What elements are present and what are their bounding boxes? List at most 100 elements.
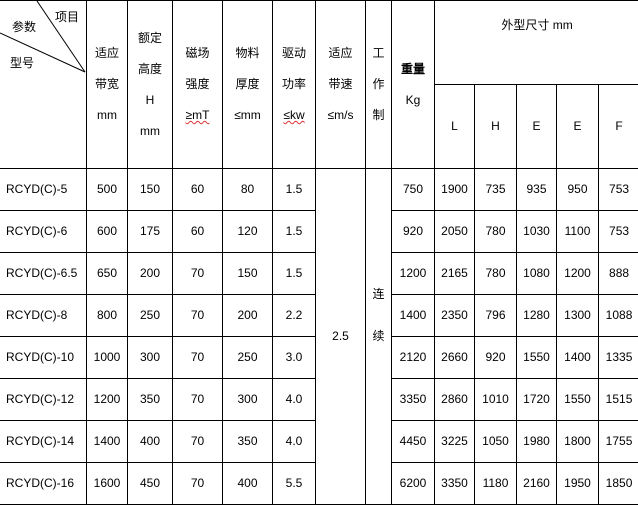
dim-header-4: F bbox=[599, 85, 638, 169]
power-cell: 5.5 bbox=[273, 463, 316, 505]
model-cell: RCYD(C)-16 bbox=[0, 463, 87, 505]
field-cell: 70 bbox=[173, 253, 223, 295]
width-cell: 500 bbox=[87, 169, 128, 211]
duty-header: 工作制 bbox=[366, 1, 392, 169]
weight-cell: 1200 bbox=[392, 253, 435, 295]
weight-cell: 1400 bbox=[392, 295, 435, 337]
weight-cell: 920 bbox=[392, 211, 435, 253]
power-header: 驱动功率≤kw bbox=[273, 1, 316, 169]
power-cell: 2.2 bbox=[273, 295, 316, 337]
dim-cell: 3225 bbox=[435, 421, 475, 463]
power-cell: 3.0 bbox=[273, 337, 316, 379]
height-cell: 175 bbox=[128, 211, 173, 253]
dim-cell: 935 bbox=[517, 169, 557, 211]
dim-cell: 735 bbox=[475, 169, 517, 211]
dim-cell: 1080 bbox=[517, 253, 557, 295]
width-cell: 1200 bbox=[87, 379, 128, 421]
width-cell: 1000 bbox=[87, 337, 128, 379]
item-label: 项目 bbox=[55, 10, 79, 24]
power-cell: 1.5 bbox=[273, 169, 316, 211]
dim-header-0: L bbox=[435, 85, 475, 169]
dim-cell: 1980 bbox=[517, 421, 557, 463]
field-cell: 60 bbox=[173, 211, 223, 253]
power-cell: 4.0 bbox=[273, 421, 316, 463]
corner-header-cell: 项目 参数 型号 bbox=[0, 1, 87, 169]
dim-cell: 1180 bbox=[475, 463, 517, 505]
height-cell: 200 bbox=[128, 253, 173, 295]
height-cell: 450 bbox=[128, 463, 173, 505]
thickness-cell: 150 bbox=[223, 253, 273, 295]
duty-char: 连 bbox=[366, 273, 391, 315]
dim-cell: 1400 bbox=[557, 337, 599, 379]
width-cell: 800 bbox=[87, 295, 128, 337]
dim-cell: 1088 bbox=[599, 295, 638, 337]
field-cell: 70 bbox=[173, 337, 223, 379]
width-cell: 1600 bbox=[87, 463, 128, 505]
dim-cell: 920 bbox=[475, 337, 517, 379]
dim-cell: 1900 bbox=[435, 169, 475, 211]
dim-cell: 888 bbox=[599, 253, 638, 295]
power-cell: 4.0 bbox=[273, 379, 316, 421]
weight-cell: 2120 bbox=[392, 337, 435, 379]
dim-cell: 950 bbox=[557, 169, 599, 211]
dim-cell: 796 bbox=[475, 295, 517, 337]
field-header: 磁场强度≥mT bbox=[173, 1, 223, 169]
model-cell: RCYD(C)-12 bbox=[0, 379, 87, 421]
dim-cell: 2160 bbox=[517, 463, 557, 505]
dim-cell: 1050 bbox=[475, 421, 517, 463]
dim-cell: 1300 bbox=[557, 295, 599, 337]
dim-cell: 1550 bbox=[557, 379, 599, 421]
height-cell: 300 bbox=[128, 337, 173, 379]
power-cell: 1.5 bbox=[273, 253, 316, 295]
dim-cell: 1200 bbox=[557, 253, 599, 295]
model-cell: RCYD(C)-6.5 bbox=[0, 253, 87, 295]
weight-cell: 6200 bbox=[392, 463, 435, 505]
dim-cell: 2860 bbox=[435, 379, 475, 421]
height-cell: 400 bbox=[128, 421, 173, 463]
model-cell: RCYD(C)-6 bbox=[0, 211, 87, 253]
thickness-cell: 350 bbox=[223, 421, 273, 463]
dim-cell: 1515 bbox=[599, 379, 638, 421]
dim-cell: 1280 bbox=[517, 295, 557, 337]
power-cell: 1.5 bbox=[273, 211, 316, 253]
width-cell: 1400 bbox=[87, 421, 128, 463]
dim-cell: 1550 bbox=[517, 337, 557, 379]
dim-cell: 1950 bbox=[557, 463, 599, 505]
dim-cell: 1755 bbox=[599, 421, 638, 463]
dim-header-2: E bbox=[517, 85, 557, 169]
dim-cell: 1720 bbox=[517, 379, 557, 421]
dim-cell: 753 bbox=[599, 169, 638, 211]
dim-cell: 753 bbox=[599, 211, 638, 253]
model-cell: RCYD(C)-14 bbox=[0, 421, 87, 463]
thickness-cell: 80 bbox=[223, 169, 273, 211]
dim-cell: 1335 bbox=[599, 337, 638, 379]
dim-cell: 1800 bbox=[557, 421, 599, 463]
thickness-cell: 200 bbox=[223, 295, 273, 337]
width-cell: 650 bbox=[87, 253, 128, 295]
param-label: 参数 bbox=[12, 20, 36, 34]
weight-cell: 4450 bbox=[392, 421, 435, 463]
field-cell: 70 bbox=[173, 463, 223, 505]
thickness-cell: 400 bbox=[223, 463, 273, 505]
thickness-cell: 120 bbox=[223, 211, 273, 253]
dim-cell: 1010 bbox=[475, 379, 517, 421]
duty-cell: 连续 bbox=[366, 169, 392, 505]
speed-header: 适应带速≤m/s bbox=[316, 1, 366, 169]
weight-cell: 750 bbox=[392, 169, 435, 211]
height-cell: 350 bbox=[128, 379, 173, 421]
thickness-header: 物料厚度≤mm bbox=[223, 1, 273, 169]
dim-header-3: E bbox=[557, 85, 599, 169]
thickness-cell: 250 bbox=[223, 337, 273, 379]
dim-cell: 1850 bbox=[599, 463, 638, 505]
model-cell: RCYD(C)-10 bbox=[0, 337, 87, 379]
speed-cell: 2.5 bbox=[316, 169, 366, 505]
model-label: 型号 bbox=[10, 56, 34, 70]
dim-cell: 1100 bbox=[557, 211, 599, 253]
dim-cell: 2050 bbox=[435, 211, 475, 253]
height-cell: 250 bbox=[128, 295, 173, 337]
thickness-cell: 300 bbox=[223, 379, 273, 421]
